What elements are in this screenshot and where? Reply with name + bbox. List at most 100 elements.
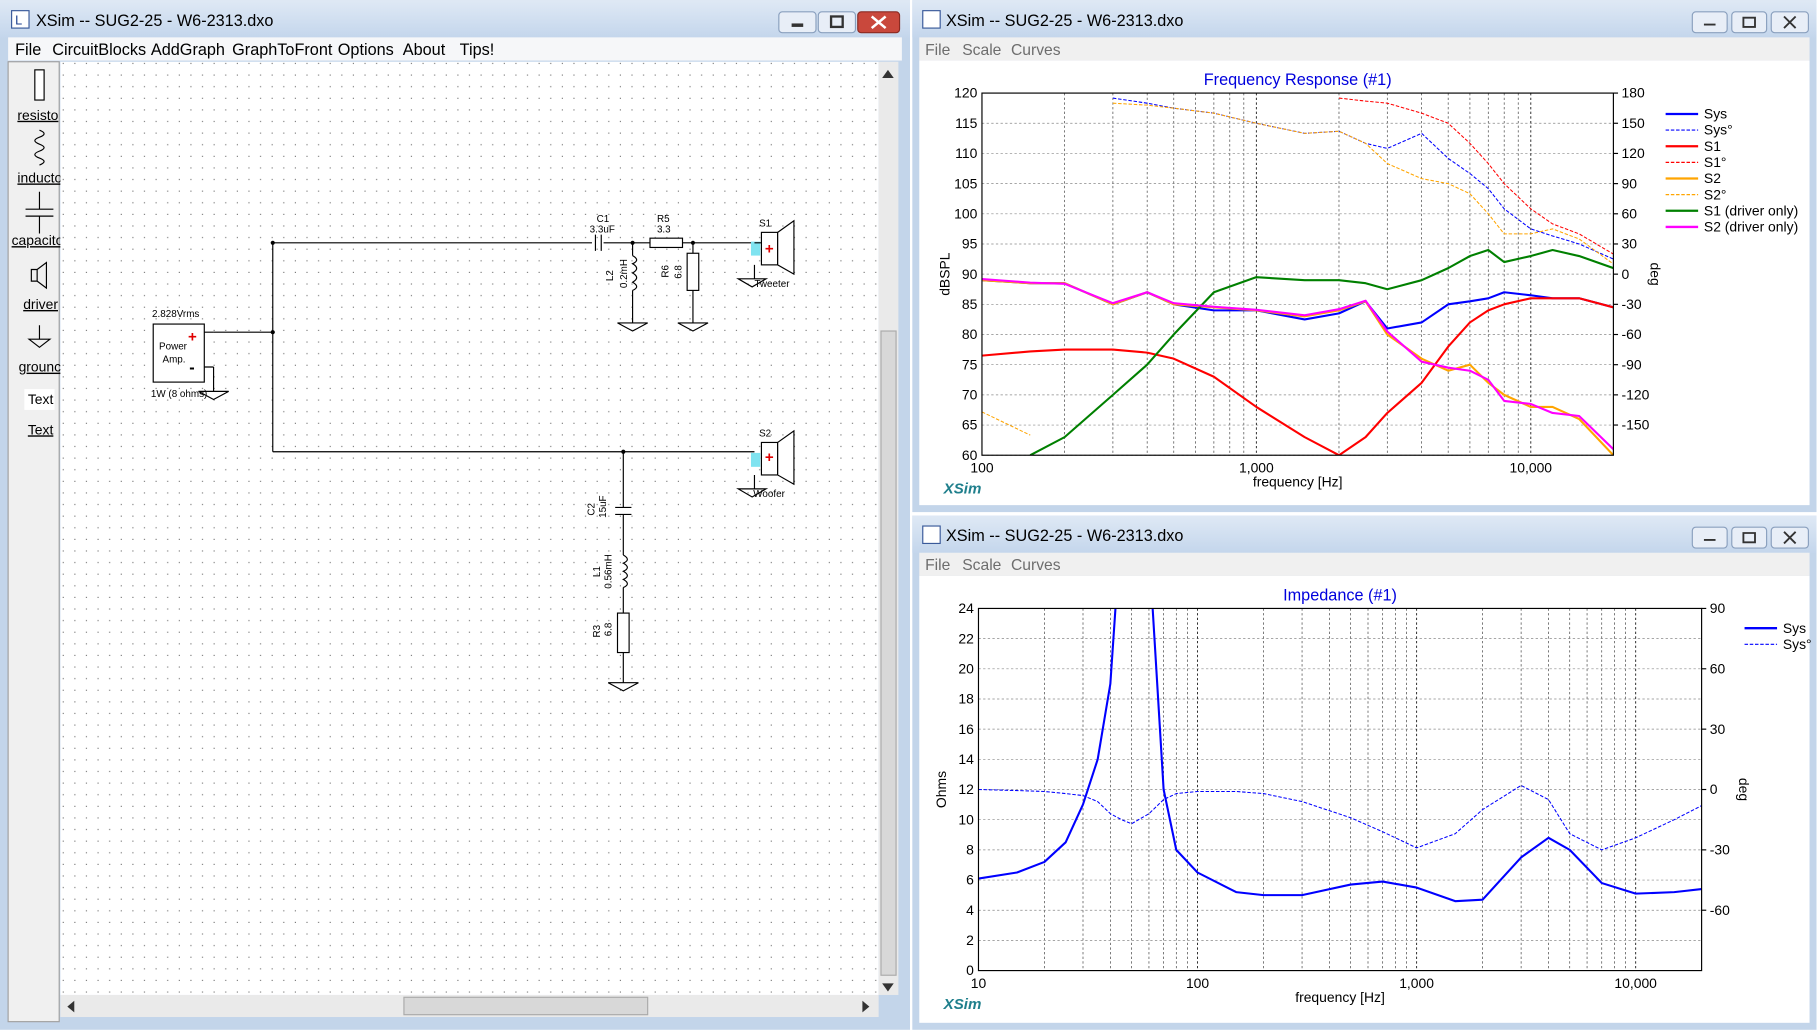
maximize-button[interactable] [1731,526,1768,549]
resistor-icon[interactable] [34,69,45,101]
graph-window: XSim -- SUG2-25 - W6-2313.dxo File Scale… [912,515,1817,1030]
y-tick-label: 60 [962,447,978,463]
ground-icon[interactable] [27,325,52,349]
series-line [981,277,1614,450]
inductor-icon[interactable] [34,129,45,166]
scroll-up[interactable] [882,69,894,78]
series-line [1338,97,1614,255]
capacitor-c2[interactable] [615,506,632,515]
part-name: R5 [657,214,670,225]
chart-title: Impedance (#1) [1283,586,1397,604]
y-tick-label: 10 [958,811,974,827]
menu-item[interactable]: Scale [962,557,1001,574]
palette-item[interactable]: Text [28,391,54,407]
junction [690,240,696,245]
part-value: 6.8 [673,265,684,279]
menu-item[interactable]: Curves [1011,42,1061,59]
inductor-l1[interactable] [622,554,628,589]
y-tick-label: 16 [958,721,974,737]
app-icon [922,10,941,29]
y-tick-label: 0 [966,962,974,978]
y-tick-label: 18 [958,691,974,707]
palette-item[interactable]: grounc [19,359,62,375]
x-axis-label: frequency [Hz] [1253,474,1343,490]
series-line [981,297,1614,456]
power-amp[interactable] [152,323,205,383]
svg-text:+: + [765,240,774,257]
capacitor-c1[interactable] [594,234,602,251]
palette-item[interactable]: resisto [17,107,58,123]
scroll-thumb[interactable] [880,330,897,976]
menu-item[interactable]: Scale [962,42,1001,59]
window-controls[interactable] [778,11,901,34]
y2-tick-label: 60 [1622,205,1638,221]
y-tick-label: 12 [958,781,974,797]
source-voltage: 2.828Vrms [152,309,199,320]
minus-terminal: - [189,359,194,377]
menu-item[interactable]: CircuitBlocks [52,41,146,59]
menu-item[interactable]: Options [338,41,394,59]
scroll-thumb[interactable] [403,996,649,1016]
minimize-button[interactable] [1691,11,1728,34]
y-tick-label: 85 [962,296,978,312]
capacitor-icon[interactable] [25,191,54,234]
resistor-r6[interactable] [686,252,700,291]
scroll-down[interactable] [882,983,894,992]
y2-axis-label: deg [1736,778,1752,801]
resistor-r5[interactable] [649,237,684,249]
control-glyphs [1703,15,1797,29]
palette-item[interactable]: Text [28,421,54,437]
y-tick-label: 24 [958,600,974,616]
minimize-glyph [791,23,804,27]
junction [270,330,275,335]
chart-title: Frequency Response (#1) [1204,71,1392,89]
legend-label: S2° [1704,186,1727,202]
inductor-l2[interactable] [631,255,638,291]
part-name: S2 [759,429,771,440]
y-tick-label: 22 [958,630,974,646]
graph-window: XSim -- SUG2-25 - W6-2313.dxo File Scale… [912,0,1817,513]
woofer[interactable]: + [736,429,795,498]
x-tick-label: 10,000 [1614,975,1657,991]
junction [621,449,626,454]
palette-item[interactable]: inducto [17,169,62,185]
amp-label: Amp. [163,354,186,365]
legend-label: S2 [1704,170,1721,186]
palette-item[interactable]: driver [23,296,58,312]
y-axis-label: Ohms [933,771,949,808]
plot-frame [977,607,1703,972]
palette-item[interactable]: capacito [12,232,64,248]
scroll-left[interactable] [67,1000,75,1013]
minimize-button[interactable] [778,11,817,34]
resistor-r3[interactable] [616,612,630,654]
x-axis-label: frequency [Hz] [1295,989,1385,1005]
y-tick-label: 20 [958,660,974,676]
menu-item[interactable]: Tips! [460,41,495,59]
y2-tick-label: -30 [1710,842,1730,858]
minimize-button[interactable] [1691,526,1728,549]
series-line [981,102,1614,436]
scroll-right[interactable] [862,1000,870,1013]
text-box[interactable] [24,389,55,410]
amp-rating: 1W (8 ohms) [151,389,207,400]
control-glyphs [1703,531,1797,545]
part-value: 0.2mH [619,259,630,288]
driver-icon[interactable] [30,261,48,290]
menu-item[interactable]: AddGraph [151,41,225,59]
menu-item[interactable]: File [925,42,951,59]
menu-item[interactable]: Curves [1011,557,1061,574]
menu-item[interactable]: About [403,41,446,59]
tweeter[interactable]: + [736,219,795,288]
menu-item[interactable]: File [925,557,951,574]
menu-item[interactable]: GraphToFront [232,41,333,59]
window-title: XSim -- SUG2-25 - W6-2313.dxo [946,527,1184,545]
maximize-button[interactable] [817,11,857,34]
maximize-button[interactable] [1731,11,1768,34]
legend-label: S1 (driver only) [1704,202,1798,218]
app-icon-glyph: L [15,13,22,28]
menu-bar [919,552,1810,576]
menu-bar [919,37,1810,61]
part-name: C2 [586,503,597,516]
x-tick-label: 10,000 [1510,460,1553,476]
menu-item[interactable]: File [15,41,41,59]
